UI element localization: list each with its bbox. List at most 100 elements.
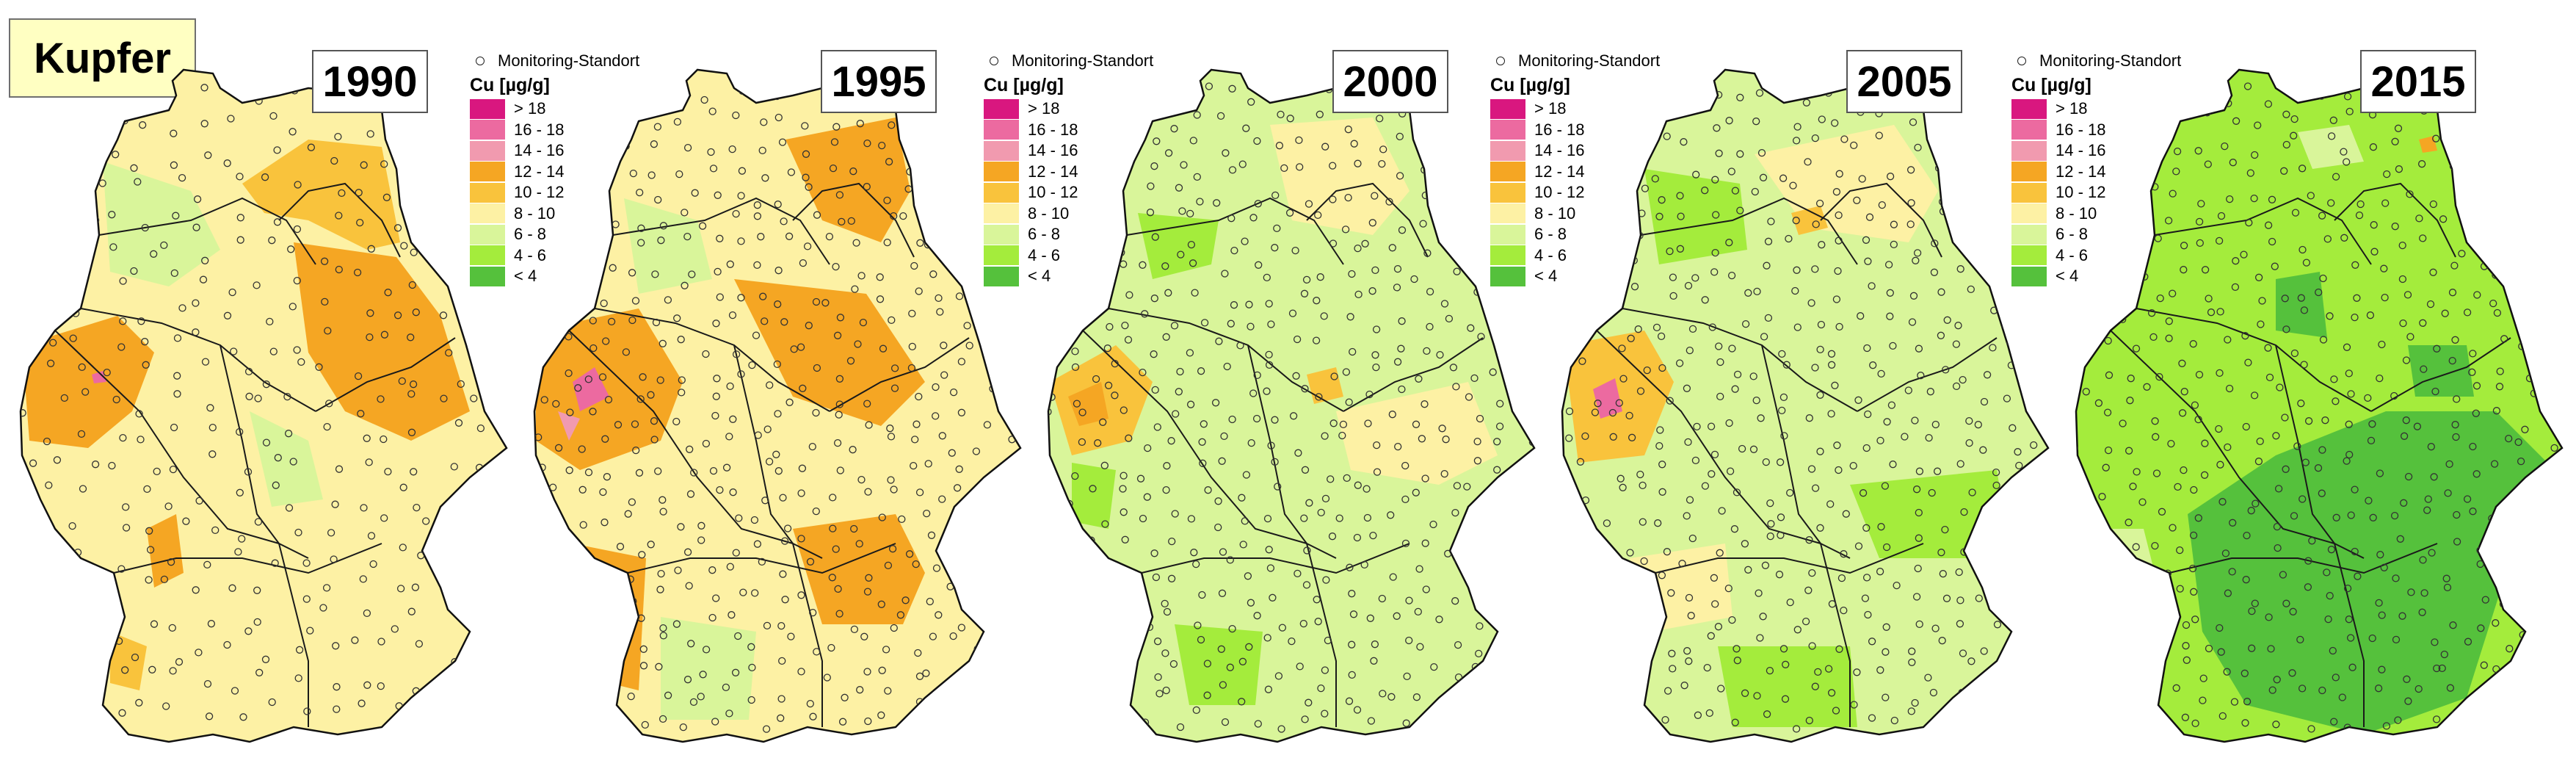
monitoring-site (809, 608, 817, 617)
monitoring-site (203, 679, 212, 688)
monitoring-site (2276, 383, 2284, 391)
monitoring-site (211, 526, 219, 535)
monitoring-site (2180, 466, 2188, 474)
monitoring-site (1608, 408, 1617, 417)
monitoring-site (539, 639, 548, 647)
monitoring-site (2550, 444, 2558, 452)
monitoring-site (534, 299, 538, 307)
legend-class-row: 14 - 16 (470, 140, 705, 162)
monitoring-site (2006, 685, 2015, 693)
monitoring-site (1864, 610, 1872, 619)
monitoring-site (1124, 336, 1133, 344)
monitoring-site (1228, 166, 1237, 174)
monitoring-site (25, 174, 34, 182)
monitoring-site (2514, 438, 2522, 447)
monitoring-site (2505, 434, 2513, 443)
monitoring-site (1763, 710, 1771, 718)
monitoring-site (254, 518, 263, 526)
monitoring-site (2076, 512, 2080, 520)
monitoring-site (1153, 423, 1161, 431)
monitoring-site (926, 597, 934, 606)
monitoring-site (838, 217, 846, 226)
monitoring-site (2250, 391, 2259, 400)
monitoring-site (1503, 575, 1511, 583)
monitoring-site (1120, 472, 1128, 480)
monitoring-site (2030, 441, 2038, 449)
monitoring-site (2304, 557, 2312, 565)
monitoring-site (331, 500, 339, 508)
monitoring-site (2347, 390, 2355, 398)
monitoring-site (380, 514, 388, 522)
monitoring-site (73, 583, 81, 592)
monitoring-site (2544, 223, 2552, 231)
monitoring-site (2204, 160, 2212, 168)
monitoring-site (1002, 466, 1010, 474)
monitoring-site (2250, 194, 2258, 203)
monitoring-site (262, 438, 271, 447)
monitoring-site (1802, 98, 1811, 106)
monitoring-site (2251, 599, 2259, 607)
monitoring-site (799, 384, 807, 392)
monitoring-site (598, 618, 606, 626)
monitoring-site (2191, 615, 2199, 624)
monitoring-site (192, 586, 200, 594)
monitoring-site (2345, 369, 2353, 378)
monitoring-site (805, 322, 813, 330)
monitoring-site (1238, 657, 1247, 665)
monitoring-site (616, 543, 625, 551)
monitoring-site (2556, 106, 2562, 115)
monitoring-site (725, 433, 733, 441)
monitoring-site (1883, 418, 1891, 426)
monitoring-site (1579, 519, 1587, 528)
monitoring-site (863, 668, 871, 676)
monitoring-site (2176, 585, 2184, 593)
monitoring-site (587, 262, 595, 270)
monitoring-site (1007, 482, 1015, 491)
monitoring-site (1288, 85, 1296, 93)
monitoring-site (2351, 485, 2359, 494)
monitoring-site (1393, 612, 1401, 620)
monitoring-site (1712, 211, 1720, 219)
monitoring-site (1912, 256, 1920, 264)
monitoring-site (206, 404, 214, 412)
monitoring-site (1785, 234, 1793, 243)
monitoring-site (1915, 620, 1923, 629)
monitoring-site (178, 304, 186, 312)
monitoring-site (797, 343, 805, 351)
monitoring-site (525, 538, 531, 544)
monitoring-site (1906, 220, 1915, 228)
monitoring-site (2245, 219, 2253, 227)
monitoring-site (2492, 407, 2501, 415)
monitoring-site (2114, 646, 2122, 654)
monitoring-site (1299, 619, 1307, 628)
monitoring-site (584, 375, 592, 383)
monitoring-site (1749, 445, 1758, 453)
legend-class-row: 12 - 14 (1490, 162, 1725, 183)
monitoring-site (1675, 359, 1684, 367)
monitoring-site (887, 476, 895, 484)
legend-swatch (1490, 120, 1525, 140)
monitoring-site (1238, 160, 1247, 168)
monitoring-site (1217, 645, 1225, 653)
monitoring-site (1833, 441, 1841, 449)
monitoring-site (175, 658, 184, 666)
monitoring-site (83, 635, 91, 643)
monitoring-site (1777, 531, 1785, 539)
monitoring-site (716, 293, 724, 301)
monitoring-site (2115, 714, 2123, 722)
monitoring-site (59, 566, 67, 574)
monitoring-site (112, 151, 120, 159)
monitoring-site (201, 256, 209, 264)
monitoring-site (1214, 523, 1222, 532)
concentration-zone (103, 162, 220, 286)
monitoring-site (1054, 508, 1062, 516)
monitoring-site (697, 536, 705, 544)
legend-swatch (1490, 224, 1525, 245)
monitoring-site (1453, 267, 1461, 275)
monitoring-site (825, 232, 834, 241)
monitoring-site (1575, 89, 1584, 98)
monitoring-site (940, 342, 948, 350)
monitoring-site (1094, 125, 1102, 133)
monitoring-site (534, 610, 540, 618)
monitoring-site (294, 528, 302, 537)
